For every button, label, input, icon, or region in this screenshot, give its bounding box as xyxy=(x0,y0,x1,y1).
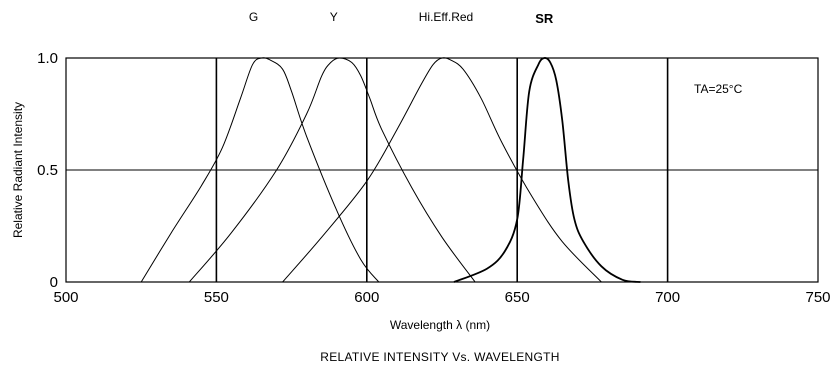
chart-title: RELATIVE INTENSITY Vs. WAVELENGTH xyxy=(320,350,560,364)
series-label-sr: SR xyxy=(535,11,554,26)
y-tick-label-1.0: 1.0 xyxy=(37,50,58,67)
x-tick-label-750: 750 xyxy=(805,289,830,306)
temperature-annotation: TA=25°C xyxy=(694,82,743,96)
series-line-sr xyxy=(453,57,641,283)
series-label-hi-eff-red: Hi.Eff.Red xyxy=(419,10,473,24)
x-tick-label-650: 650 xyxy=(505,289,530,306)
y-tick-label-0: 0 xyxy=(50,274,58,291)
x-tick-label-700: 700 xyxy=(655,289,680,306)
series-label-y: Y xyxy=(330,10,338,24)
series-line-y xyxy=(188,57,476,283)
x-tick-label-550: 550 xyxy=(204,289,229,306)
y-tick-label-0.5: 0.5 xyxy=(37,162,58,179)
series-label-g: G xyxy=(249,10,258,24)
x-tick-label-600: 600 xyxy=(354,289,379,306)
x-axis-label: Wavelength λ (nm) xyxy=(390,318,490,332)
y-axis-label: Relative Radiant Intensity xyxy=(11,102,25,238)
series-line-g xyxy=(140,57,380,283)
x-tick-label-500: 500 xyxy=(53,289,78,306)
series-line-hi-eff-red xyxy=(282,57,602,283)
